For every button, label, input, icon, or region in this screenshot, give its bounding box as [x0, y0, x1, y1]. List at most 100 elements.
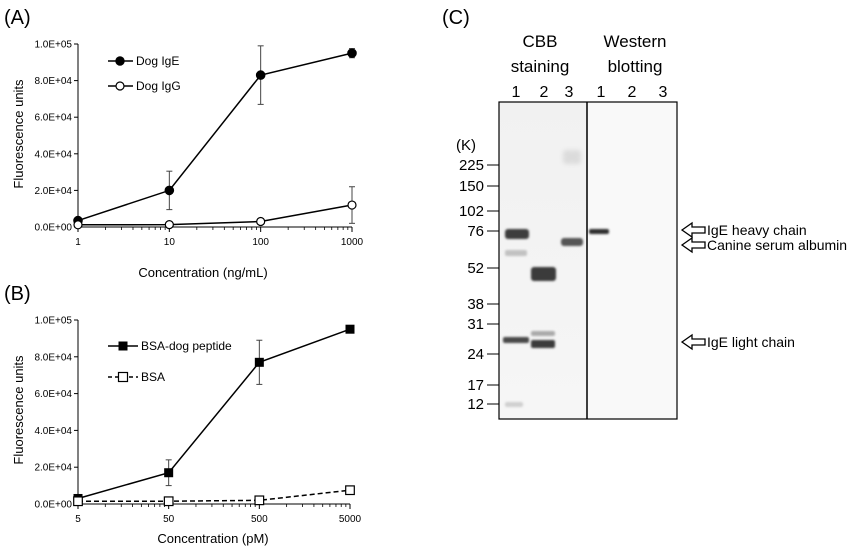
cbb-band-ige-heavy — [505, 229, 529, 239]
arrow-icon — [680, 333, 706, 351]
chart-a-y-label: Fluorescence units — [11, 79, 26, 189]
chart-b-series — [73, 324, 355, 507]
marker-label: 102 — [459, 203, 484, 220]
series-line-dog-ige — [77, 52, 353, 222]
chart-a-series — [73, 45, 357, 230]
x-tick-label: 10 — [164, 237, 176, 248]
chart-b-legend: BSA-dog peptide BSA — [108, 339, 232, 384]
y-tick-label: 4.0E+04 — [34, 426, 72, 437]
panel-label-b: (B) — [4, 283, 31, 305]
data-point-bsa — [345, 485, 355, 496]
chart-a-x-ticks: 1 10 100 1000 — [75, 227, 364, 248]
legend-marker-dog-igg — [115, 81, 125, 91]
wb-title-line2: blotting — [608, 57, 663, 76]
annotation-ige-light: IgE light chain — [680, 333, 795, 351]
annotation-ige-heavy: IgE heavy chain — [680, 221, 807, 239]
wb-membrane-image — [587, 102, 677, 419]
data-point-bsa-dog-peptide — [345, 324, 355, 334]
chart-b-y-ticks: 0.0E+00 2.0E+04 4.0E+04 6.0E+04 8.0E+04 1.0E+… — [34, 316, 78, 511]
cbb-band-ige-light — [503, 337, 529, 343]
series-line-bsa-dog-peptide — [77, 328, 351, 500]
y-tick-label: 8.0E+04 — [34, 76, 72, 87]
cbb-band-lane1-faint — [505, 250, 527, 256]
y-tick-label: 1.0E+05 — [34, 316, 72, 327]
cbb-title-line1: CBB — [523, 32, 558, 51]
y-tick-label: 0.0E+00 — [34, 500, 72, 511]
cbb-band-lane2-main — [531, 267, 556, 281]
wb-lane-numbers: 1 2 3 — [597, 84, 668, 101]
marker-label: 12 — [467, 396, 484, 413]
cbb-band-lane2-lower — [531, 340, 555, 348]
y-tick-label: 1.0E+05 — [34, 40, 72, 51]
annotation-label-ige-light: IgE light chain — [707, 334, 795, 350]
x-tick-label: 5000 — [339, 514, 362, 525]
y-tick-label: 6.0E+04 — [34, 389, 72, 400]
data-point-bsa — [163, 496, 174, 507]
data-point-bsa — [73, 496, 83, 507]
chart-a-y-ticks: 0.0E+00 2.0E+04 4.0E+04 6.0E+04 8.0E+04 1.0E+… — [34, 40, 78, 234]
legend-marker-dog-ige — [115, 56, 125, 66]
annotation-label-ige-heavy: IgE heavy chain — [707, 222, 807, 238]
data-point-dog-ige — [164, 185, 175, 196]
arrow-icon — [680, 236, 706, 254]
y-tick-label: 2.0E+04 — [34, 463, 72, 474]
marker-label: 150 — [459, 178, 484, 195]
gel-frame — [498, 101, 678, 420]
wb-band-ige-heavy — [589, 229, 609, 234]
cbb-lane-number: 1 — [512, 84, 521, 101]
marker-label: 31 — [467, 316, 484, 333]
series-line-dog-igg — [77, 204, 353, 226]
y-tick-label: 8.0E+04 — [34, 352, 72, 363]
y-tick-label: 0.0E+00 — [34, 223, 72, 234]
x-tick-label: 100 — [252, 237, 269, 248]
arrow-icon — [680, 221, 706, 239]
data-point-dog-igg — [164, 220, 174, 230]
x-tick-label: 50 — [163, 514, 175, 525]
data-point-bsa — [254, 495, 265, 506]
data-point-bsa-dog-peptide — [254, 357, 264, 367]
marker-ladder-labels: 225 150 102 76 52 38 31 24 17 12 — [459, 157, 499, 413]
x-tick-label: 1 — [75, 237, 81, 248]
y-tick-label: 6.0E+04 — [34, 113, 72, 124]
x-tick-label: 500 — [251, 514, 268, 525]
marker-label: 17 — [467, 377, 484, 394]
marker-unit-label: (K) — [456, 137, 476, 154]
chart-b-x-ticks: 5 50 500 5000 — [75, 504, 362, 525]
cbb-lane-number: 2 — [540, 84, 549, 101]
cbb-band-albumin — [561, 238, 583, 246]
chart-a: 0.0E+00 2.0E+04 4.0E+04 6.0E+04 8.0E+04 1.0E+… — [11, 40, 364, 281]
data-point-dog-igg — [347, 200, 357, 210]
cbb-band-lane1-low — [505, 402, 523, 407]
cbb-lane-number: 3 — [565, 84, 574, 101]
legend-label-bsa: BSA — [141, 370, 165, 384]
y-tick-label: 2.0E+04 — [34, 186, 72, 197]
marker-label: 52 — [467, 260, 484, 277]
series-line-bsa — [78, 489, 351, 502]
y-tick-label: 4.0E+04 — [34, 149, 72, 160]
data-point-dog-ige — [347, 48, 357, 58]
cbb-band-lane2-upper — [531, 331, 555, 336]
chart-b-y-label: Fluorescence units — [11, 355, 26, 465]
marker-label: 38 — [467, 296, 484, 313]
legend-label-dog-igg: Dog IgG — [136, 79, 181, 93]
x-tick-label: 5 — [75, 514, 81, 525]
annotation-label-albumin: Canine serum albumin — [707, 237, 847, 253]
panel-label-a: (A) — [4, 7, 31, 29]
wb-title-line1: Western — [604, 32, 667, 51]
cbb-band-lane3-smear — [563, 150, 581, 164]
legend-marker-bsa — [117, 371, 129, 383]
data-point-dog-ige — [255, 70, 266, 80]
marker-label: 24 — [467, 346, 484, 363]
marker-label: 76 — [467, 223, 484, 240]
wb-lane-number: 2 — [628, 84, 637, 101]
cbb-title-line2: staining — [511, 57, 570, 76]
panel-label-c: (C) — [442, 7, 470, 29]
wb-lane-number: 1 — [597, 84, 606, 101]
legend-label-bsa-dog-peptide: BSA-dog peptide — [141, 339, 232, 353]
legend-label-dog-ige: Dog IgE — [136, 54, 179, 68]
data-point-bsa-dog-peptide — [164, 468, 174, 478]
data-point-dog-igg — [73, 220, 83, 230]
legend-marker-bsa-dog-peptide — [118, 341, 128, 351]
